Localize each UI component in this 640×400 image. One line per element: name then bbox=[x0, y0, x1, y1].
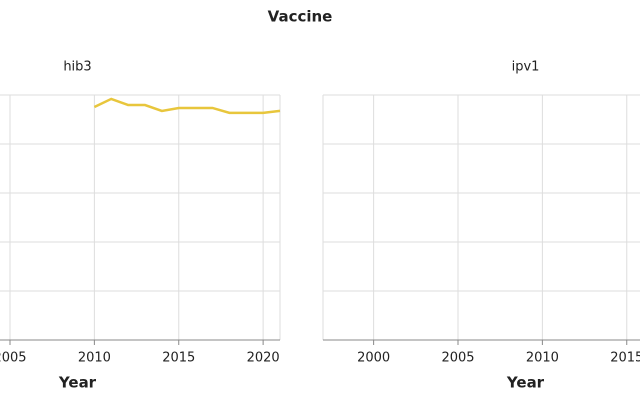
chart-title: Vaccine bbox=[268, 8, 333, 26]
x-tick-label: 2010 bbox=[526, 351, 559, 366]
x-tick-label: 2000 bbox=[357, 351, 390, 366]
x-tick-label: 2005 bbox=[0, 351, 27, 366]
panel-title: hib3 bbox=[63, 60, 91, 75]
x-tick-label: 2010 bbox=[78, 351, 111, 366]
x-axis-title: Year bbox=[58, 374, 97, 392]
panel-title: ipv1 bbox=[512, 60, 540, 75]
x-axis-title: Year bbox=[506, 374, 545, 392]
x-tick-label: 2005 bbox=[441, 351, 474, 366]
x-tick-label: 2020 bbox=[247, 351, 280, 366]
x-tick-label: 2015 bbox=[162, 351, 195, 366]
x-tick-label: 2015 bbox=[610, 351, 640, 366]
line bbox=[93, 97, 281, 115]
